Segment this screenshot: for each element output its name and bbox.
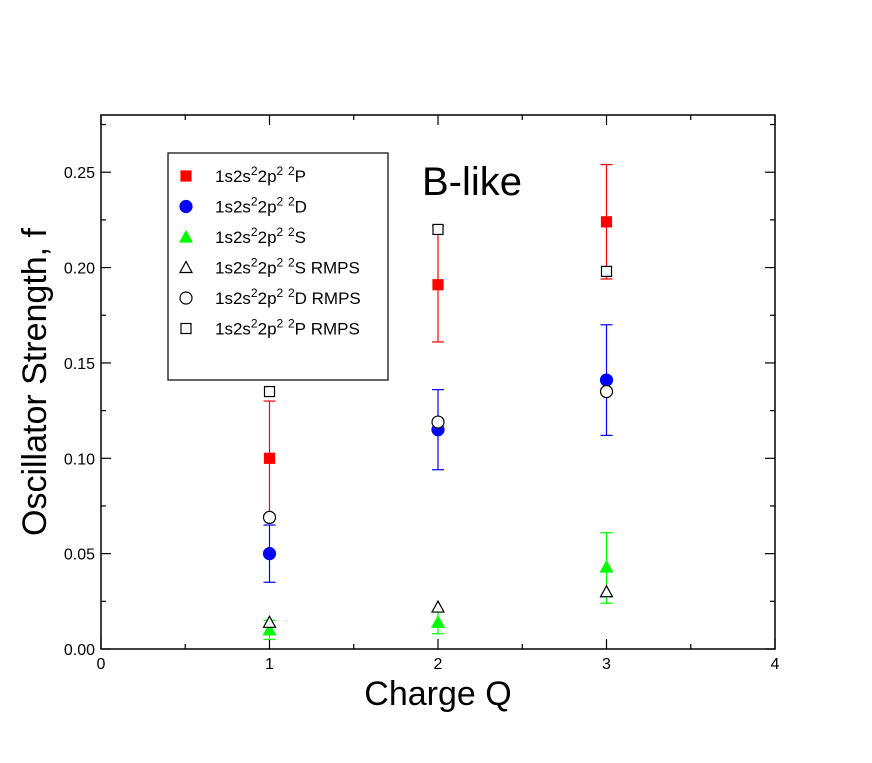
legend-marker — [180, 322, 192, 335]
x-tick-label: 1 — [265, 656, 274, 673]
data-point — [432, 223, 444, 236]
x-axis-title: Charge Q — [364, 675, 511, 713]
data-point — [430, 615, 446, 628]
legend-marker — [178, 260, 194, 274]
axis-ticks — [100, 115, 776, 650]
data-point — [599, 559, 614, 573]
x-tick-label: 3 — [602, 656, 611, 673]
data-point — [262, 615, 277, 628]
data-point — [263, 385, 276, 398]
data-point — [600, 216, 613, 228]
data-point — [430, 599, 446, 613]
legend-label: 1s2s22p2 2D RMPS — [215, 286, 361, 308]
data-point — [263, 452, 276, 464]
data-point — [262, 547, 277, 561]
data-point — [431, 415, 445, 429]
x-tick-label: 0 — [97, 656, 106, 673]
y-axis-title: Oscillator Strength, f — [16, 227, 54, 536]
legend-box — [167, 152, 389, 381]
legend-label: 1s2s22p2 2P — [215, 164, 306, 186]
axis-tick-labels: 0 1 2 3 4 0.00 0.05 0.10 0.15 0.20 0.25 — [64, 165, 780, 673]
y-tick-label: 0.20 — [64, 261, 95, 278]
legend-marker — [180, 170, 192, 182]
data-point — [599, 584, 614, 598]
y-tick-label: 0.10 — [64, 451, 95, 468]
y-tick-label: 0.00 — [64, 642, 95, 659]
legend-marker — [179, 291, 193, 305]
data-point — [599, 373, 614, 387]
x-tick-label: 4 — [771, 656, 780, 673]
legend-label: 1s2s22p2 2P RMPS — [215, 317, 360, 339]
y-tick-label: 0.05 — [64, 547, 95, 564]
data-point — [600, 265, 613, 277]
data-point — [262, 622, 277, 636]
data-point — [599, 384, 614, 399]
data-point — [262, 510, 277, 525]
data-points — [262, 163, 614, 641]
y-tick-label: 0.25 — [64, 165, 95, 182]
legend-marker — [179, 199, 193, 214]
chart-title: B-like — [422, 160, 522, 204]
data-point — [432, 279, 444, 291]
legend-label: 1s2s22p2 2S — [215, 225, 306, 247]
legend: 1s2s22p2 2P 1s2s22p2 2D 1s2s22p2 2S 1s2s22p… — [167, 152, 389, 381]
legend-marker — [178, 229, 194, 243]
legend-label: 1s2s22p2 2S RMPS — [215, 256, 360, 278]
y-tick-label: 0.15 — [64, 356, 95, 373]
legend-label: 1s2s22p2 2D — [215, 195, 307, 217]
x-tick-label: 2 — [434, 656, 443, 673]
